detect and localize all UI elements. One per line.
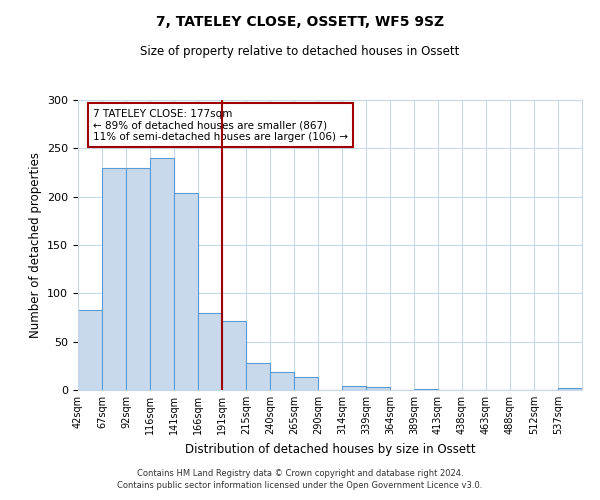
Bar bbox=[102, 168, 126, 390]
Bar bbox=[342, 386, 366, 390]
Bar bbox=[174, 193, 198, 390]
Bar bbox=[270, 372, 294, 390]
Bar bbox=[414, 389, 438, 390]
Bar bbox=[558, 388, 582, 390]
Text: Contains HM Land Registry data © Crown copyright and database right 2024.: Contains HM Land Registry data © Crown c… bbox=[137, 468, 463, 477]
Bar bbox=[78, 310, 102, 390]
Y-axis label: Number of detached properties: Number of detached properties bbox=[29, 152, 41, 338]
Text: 7 TATELEY CLOSE: 177sqm
← 89% of detached houses are smaller (867)
11% of semi-d: 7 TATELEY CLOSE: 177sqm ← 89% of detache… bbox=[93, 108, 348, 142]
Bar bbox=[366, 387, 390, 390]
Text: 7, TATELEY CLOSE, OSSETT, WF5 9SZ: 7, TATELEY CLOSE, OSSETT, WF5 9SZ bbox=[156, 15, 444, 29]
Bar bbox=[246, 363, 270, 390]
Text: Size of property relative to detached houses in Ossett: Size of property relative to detached ho… bbox=[140, 45, 460, 58]
Text: Contains public sector information licensed under the Open Government Licence v3: Contains public sector information licen… bbox=[118, 481, 482, 490]
Bar bbox=[198, 312, 222, 390]
Bar bbox=[150, 158, 174, 390]
X-axis label: Distribution of detached houses by size in Ossett: Distribution of detached houses by size … bbox=[185, 442, 475, 456]
Bar bbox=[294, 378, 318, 390]
Bar bbox=[222, 322, 246, 390]
Bar bbox=[126, 168, 150, 390]
